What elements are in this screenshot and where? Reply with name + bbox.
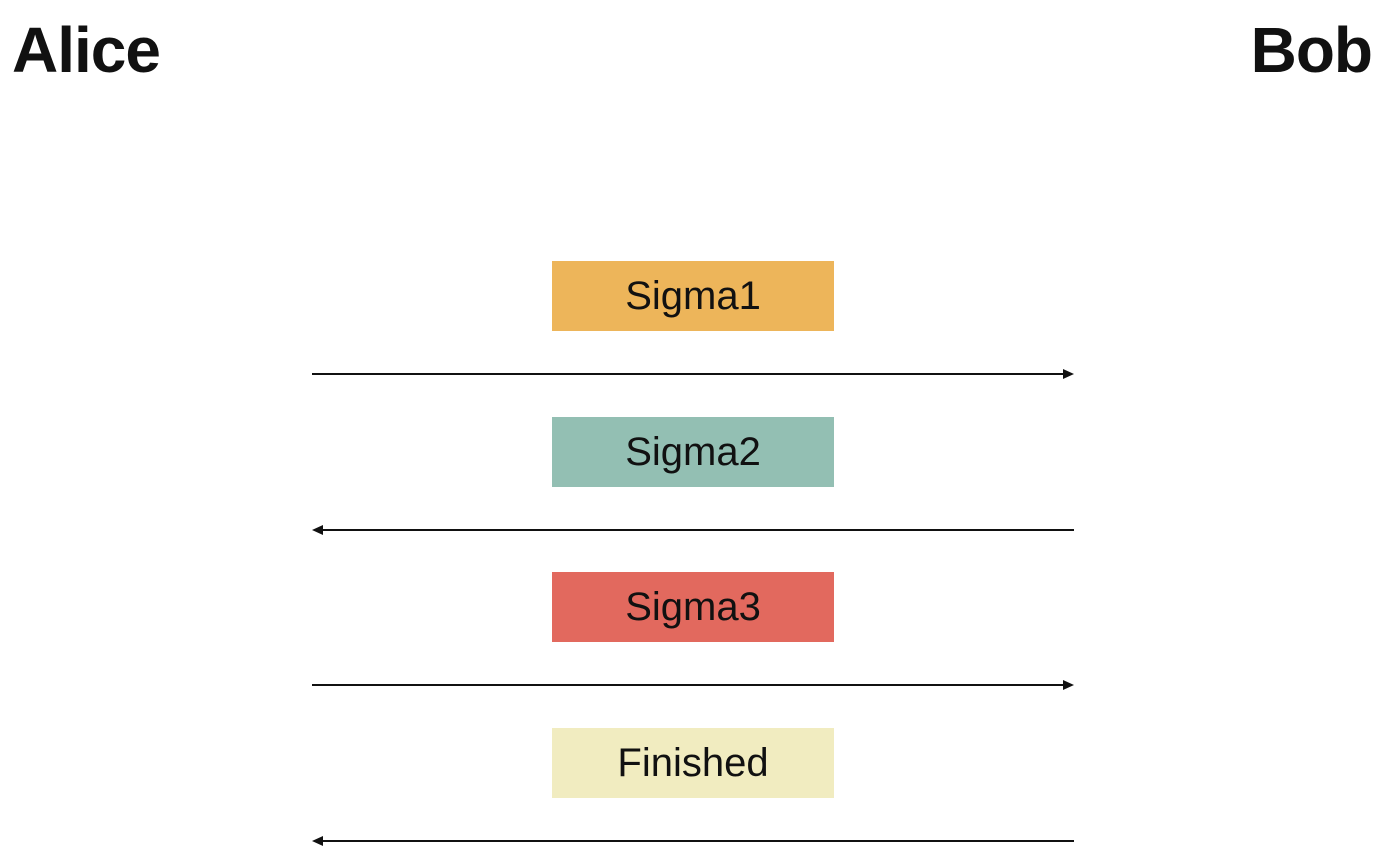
arrowhead-icon (312, 525, 323, 535)
arrowhead-icon (312, 836, 323, 846)
arrow-right-3 (312, 680, 1074, 690)
arrowhead-icon (1063, 680, 1074, 690)
message-box-sigma1: Sigma1 (552, 261, 834, 331)
arrow-right-1 (312, 369, 1074, 379)
message-box-sigma3: Sigma3 (552, 572, 834, 642)
party-bob-label: Bob (1250, 14, 1373, 86)
party-alice-label: Alice (12, 14, 161, 86)
arrow-left-4 (312, 836, 1074, 846)
arrow-left-2 (312, 525, 1074, 535)
arrowhead-icon (1063, 369, 1074, 379)
message-box-sigma2: Sigma2 (552, 417, 834, 487)
message-box-finished: Finished (552, 728, 834, 798)
